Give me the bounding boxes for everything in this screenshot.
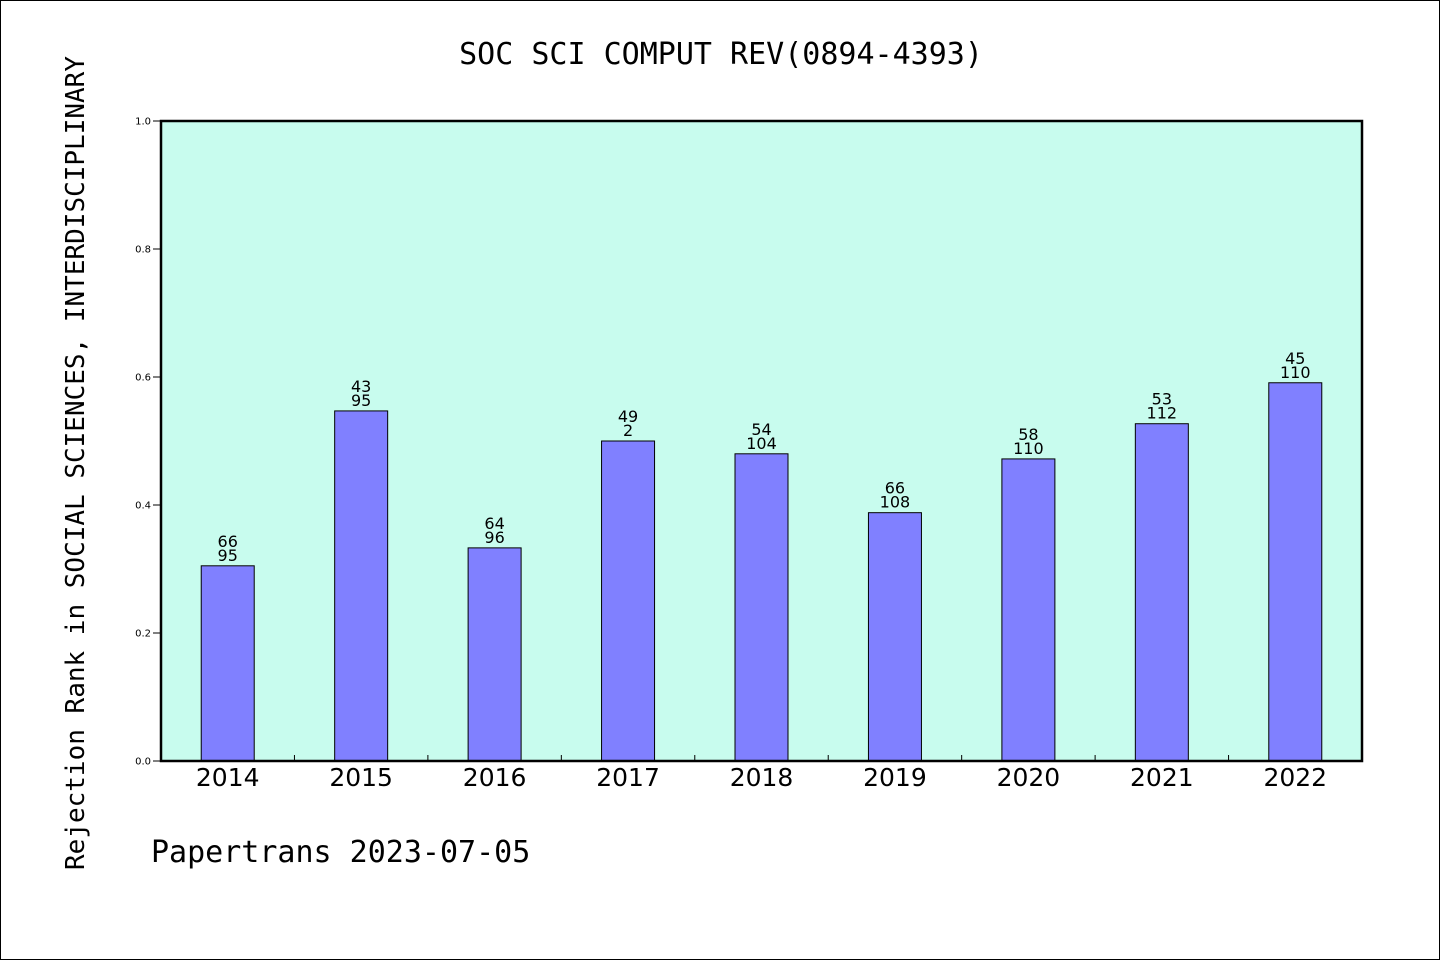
y-axis: 0.0 0.2 0.4 0.6 0.8 1.0	[135, 117, 161, 768]
bar-label-bottom: 2	[623, 421, 633, 440]
bar-label-top: 54	[751, 420, 771, 439]
bar-label-top: 43	[351, 377, 371, 396]
bar-label-top: 49	[618, 407, 638, 426]
y-tick-label: 0.0	[135, 757, 151, 768]
chart-title: SOC SCI COMPUT REV(0894-4393)	[459, 37, 983, 72]
y-tick-label: 0.2	[135, 629, 151, 640]
bar-label-bottom: 108	[880, 493, 911, 512]
bar-label-top: 53	[1152, 390, 1172, 409]
plot-border	[159, 119, 1364, 763]
bar-label-bottom: 96	[484, 528, 504, 547]
bar-label-top: 58	[1018, 425, 1038, 444]
y-tick-label: 0.8	[135, 245, 151, 256]
bar	[200, 565, 255, 762]
bar-label-bottom: 95	[351, 391, 371, 410]
bar-label-top: 45	[1285, 349, 1305, 368]
bar	[1001, 458, 1056, 762]
bar-label-top: 66	[885, 479, 905, 498]
bar	[1134, 423, 1189, 762]
x-tick-label: 2016	[463, 763, 527, 792]
x-axis: 2014 2015 2016 2017 2018 2019 2020 2021 2022	[196, 755, 1327, 792]
bar-label-bottom: 110	[1013, 439, 1044, 458]
y-tick-label: 0.6	[135, 373, 151, 384]
x-tick-label: 2015	[329, 763, 393, 792]
x-tick-label: 2019	[863, 763, 927, 792]
bar-label-bottom: 104	[746, 434, 777, 453]
bar-label-bottom: 112	[1147, 404, 1178, 423]
x-tick-label: 2021	[1130, 763, 1194, 792]
footer-text: Papertrans 2023-07-05	[151, 835, 531, 870]
x-tick-label: 2022	[1263, 763, 1327, 792]
x-tick-label: 2014	[196, 763, 260, 792]
bar-label-top: 64	[484, 514, 504, 533]
bar	[334, 410, 389, 762]
x-tick-label: 2017	[596, 763, 660, 792]
y-tick-label: 0.4	[135, 501, 151, 512]
bar	[734, 453, 789, 762]
bar	[601, 440, 656, 762]
bar	[867, 512, 922, 762]
y-tick-label: 1.0	[135, 117, 151, 128]
bar-label-bottom: 95	[218, 546, 238, 565]
x-tick-label: 2020	[997, 763, 1061, 792]
bar-series	[200, 382, 1323, 762]
bar-label-top: 66	[218, 532, 238, 551]
bar	[467, 547, 522, 762]
x-tick-label: 2018	[730, 763, 794, 792]
bar-label-bottom: 110	[1280, 363, 1311, 382]
bar	[1268, 382, 1323, 762]
